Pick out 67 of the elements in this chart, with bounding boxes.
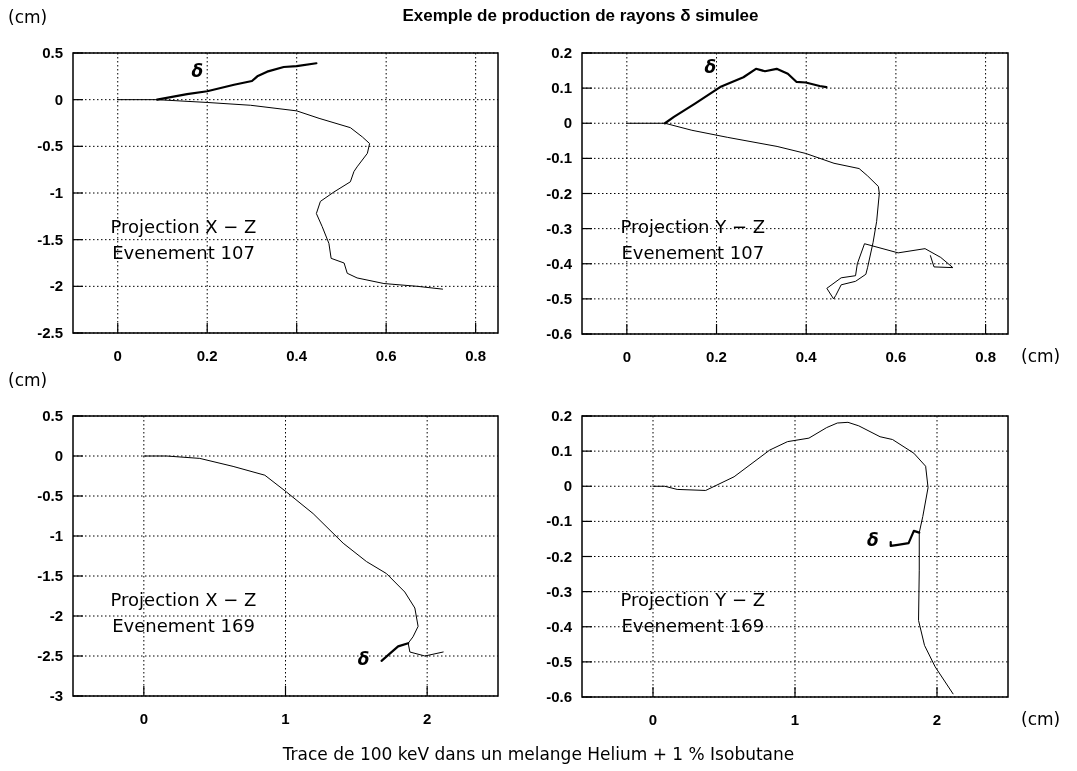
annotation: Projection Y − Z — [620, 589, 766, 610]
series-label: δ — [191, 61, 204, 82]
y-tick-label: -0.1 — [546, 149, 572, 167]
y-tick-label: -0.5 — [37, 137, 63, 155]
y-tick-label: 0.1 — [551, 442, 572, 460]
x-axis-title: (cm) — [1021, 346, 1061, 366]
y-tick-label: -0.4 — [546, 617, 573, 635]
y-tick-label: -0.6 — [546, 688, 572, 705]
series-label: δ — [867, 530, 879, 551]
x-tick-label: 0.6 — [375, 347, 397, 364]
y-tick-label: 0 — [54, 90, 63, 108]
y-tick-label: -1 — [49, 527, 63, 544]
text: Exemple de production de rayons δ simulee — [402, 6, 759, 25]
x-tick-label: 0.6 — [885, 348, 907, 365]
y-tick-label: 0 — [54, 447, 63, 464]
y-tick-label: -0.3 — [546, 219, 572, 237]
y-tick-label: -0.2 — [546, 547, 572, 565]
text: Trace de 100 keV dans un melange Helium + 1 % Isobutane — [281, 744, 795, 764]
annotation: Projection Y − Z — [620, 216, 766, 237]
y-tick-label: -0.5 — [546, 652, 572, 670]
y-tick-label: -1.5 — [37, 567, 63, 584]
annotation: Evenement 107 — [621, 242, 765, 263]
y-tick-label: -0.5 — [546, 289, 572, 307]
y-tick-label: -0.3 — [546, 582, 572, 600]
annotation: Evenement 169 — [621, 615, 765, 636]
y-tick-label: -3 — [49, 687, 63, 704]
y-axis-title: (cm) — [8, 7, 48, 27]
x-tick-label: 0.2 — [196, 347, 218, 364]
y-tick-label: 0 — [563, 114, 572, 132]
x-tick-label: 0.8 — [465, 347, 487, 364]
x-tick-label: 0 — [648, 711, 658, 728]
series-label: δ — [704, 57, 717, 78]
annotation: Projection X − Z — [110, 589, 257, 610]
y-tick-label: 0.1 — [551, 79, 572, 97]
y-tick-label: -0.2 — [546, 184, 572, 202]
annotation: Evenement 169 — [112, 615, 255, 636]
y-tick-label: -1.5 — [37, 230, 63, 248]
x-tick-label: 2 — [422, 710, 432, 727]
y-tick-label: -0.4 — [546, 254, 573, 272]
y-tick-label: 0 — [563, 477, 572, 495]
x-tick-label: 1 — [281, 710, 290, 727]
y-tick-label: 0.5 — [42, 407, 63, 424]
x-tick-label: 2 — [932, 711, 942, 728]
x-tick-label: 0.4 — [795, 348, 818, 365]
y-tick-label: -1 — [49, 184, 63, 201]
x-tick-label: 0.2 — [706, 348, 727, 365]
y-tick-label: -0.1 — [546, 512, 572, 530]
y-tick-label: 0.5 — [42, 44, 63, 61]
annotation: Projection X − Z — [110, 216, 257, 237]
x-tick-label: 0.4 — [286, 347, 308, 364]
series-label: δ — [357, 648, 370, 669]
x-tick-label: 0 — [622, 348, 632, 365]
annotation: Evenement 107 — [112, 242, 255, 263]
y-tick-label: 0.2 — [551, 407, 572, 424]
x-tick-label: 1 — [790, 711, 800, 728]
y-tick-label: -0.5 — [37, 487, 63, 504]
y-tick-label: -0.6 — [546, 325, 572, 342]
y-tick-label: -2.5 — [37, 647, 63, 664]
x-tick-label: 0 — [139, 710, 149, 727]
x-tick-label: 0.8 — [975, 348, 997, 365]
y-tick-label: -2 — [49, 277, 63, 295]
y-tick-label: 0.2 — [551, 44, 572, 61]
x-axis-title: (cm) — [1021, 709, 1061, 729]
y-axis-title: (cm) — [8, 370, 48, 390]
y-tick-label: -2 — [49, 607, 63, 624]
x-tick-label: 0 — [113, 347, 122, 364]
y-tick-label: -2.5 — [37, 324, 63, 341]
